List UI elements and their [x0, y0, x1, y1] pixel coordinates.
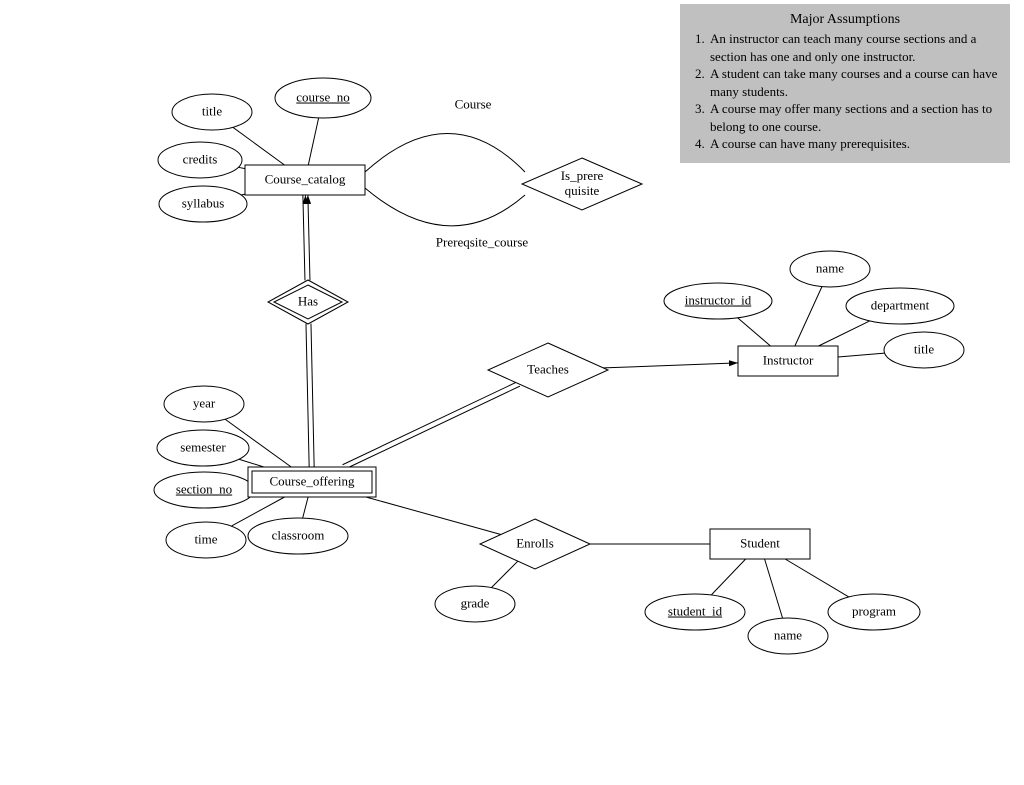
er-diagram-canvas: Major Assumptions An instructor can teac…: [0, 0, 1024, 785]
relationship-has: Has: [298, 295, 318, 310]
entity-instructor: Instructor: [763, 354, 814, 369]
attribute-grade: grade: [461, 597, 490, 612]
attribute-instructor_id: instructor_id: [685, 294, 751, 309]
attribute-credits: credits: [183, 153, 218, 168]
entity-student: Student: [740, 537, 780, 552]
attribute-name_i: name: [816, 262, 844, 277]
assumptions-title: Major Assumptions: [690, 12, 1000, 28]
attribute-student_id: student_id: [668, 605, 722, 620]
attribute-course_no: course_no: [296, 91, 349, 106]
attribute-time: time: [194, 533, 217, 548]
edge-label-course: Course: [455, 98, 492, 113]
assumption-item: A course may offer many sections and a s…: [708, 100, 1000, 135]
attribute-title_i: title: [914, 343, 934, 358]
relationship-enrolls: Enrolls: [516, 537, 554, 552]
attribute-program: program: [852, 605, 896, 620]
attribute-department: department: [871, 299, 929, 314]
assumption-item: An instructor can teach many course sect…: [708, 30, 1000, 65]
attribute-syllabus: syllabus: [182, 197, 225, 212]
entity-course_offering: Course_offering: [270, 475, 355, 490]
assumptions-list: An instructor can teach many course sect…: [690, 30, 1000, 153]
edge-label-prereq_course: Prereqsite_course: [436, 236, 528, 251]
entity-course_catalog: Course_catalog: [265, 173, 346, 188]
attribute-semester: semester: [180, 441, 225, 456]
assumption-item: A course can have many prerequisites.: [708, 135, 1000, 153]
relationship-teaches: Teaches: [527, 363, 569, 378]
assumption-item: A student can take many courses and a co…: [708, 65, 1000, 100]
attribute-title_c: title: [202, 105, 222, 120]
attribute-year: year: [193, 397, 215, 412]
attribute-name_s: name: [774, 629, 802, 644]
attribute-classroom: classroom: [272, 529, 325, 544]
attribute-section_no: section_no: [176, 483, 232, 498]
relationship-is_prerequisite: Is_prere quisite: [561, 169, 604, 199]
assumptions-box: Major Assumptions An instructor can teac…: [680, 4, 1010, 163]
